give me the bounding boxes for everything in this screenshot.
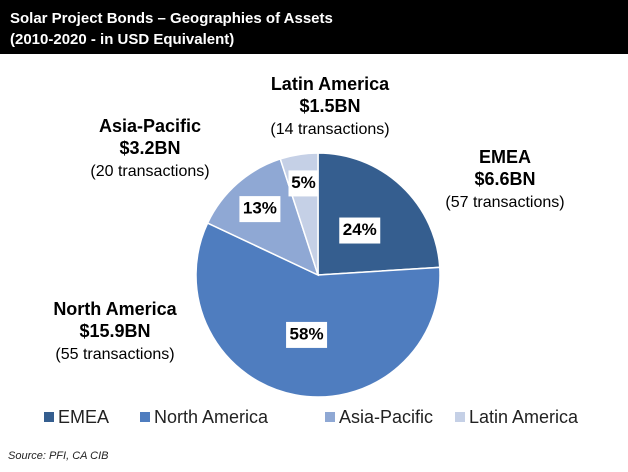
value-label: 13% — [243, 199, 277, 218]
legend-swatch — [455, 412, 465, 422]
legend-label: Latin America — [469, 407, 579, 427]
transactions-label: (55 transactions) — [55, 346, 174, 363]
transactions-label: (57 transactions) — [445, 194, 564, 211]
transactions-label: (14 transactions) — [270, 121, 389, 138]
legend-label: EMEA — [58, 407, 109, 427]
legend-swatch — [44, 412, 54, 422]
value-label-box — [239, 196, 281, 223]
value-label-box — [288, 170, 319, 197]
source-note: Source: PFI, CA CIB — [8, 450, 108, 462]
amount-label: $1.5BN — [299, 96, 360, 116]
pie-slice — [195, 222, 441, 398]
title-bar — [0, 0, 628, 54]
legend-swatch — [140, 412, 150, 422]
amount-label: $3.2BN — [119, 138, 180, 158]
chart-title: Solar Project Bonds – Geographies of Ass… — [10, 10, 333, 27]
value-label: 24% — [343, 220, 377, 239]
pie-slice — [317, 152, 441, 276]
transactions-label: (20 transactions) — [90, 163, 209, 180]
legend-label: North America — [154, 407, 269, 427]
category-label: Latin America — [271, 74, 390, 94]
amount-label: $6.6BN — [474, 169, 535, 189]
category-label: Asia-Pacific — [99, 116, 201, 136]
category-label: EMEA — [479, 147, 531, 167]
value-label-box — [286, 321, 328, 348]
chart-subtitle: (2010-2020 - in USD Equivalent) — [10, 31, 234, 48]
value-label: 58% — [290, 324, 324, 343]
amount-label: $15.9BN — [79, 321, 150, 341]
legend-label: Asia-Pacific — [339, 407, 433, 427]
category-label: North America — [53, 299, 177, 319]
value-label: 5% — [291, 173, 316, 192]
legend-swatch — [325, 412, 335, 422]
value-label-box — [339, 217, 381, 244]
